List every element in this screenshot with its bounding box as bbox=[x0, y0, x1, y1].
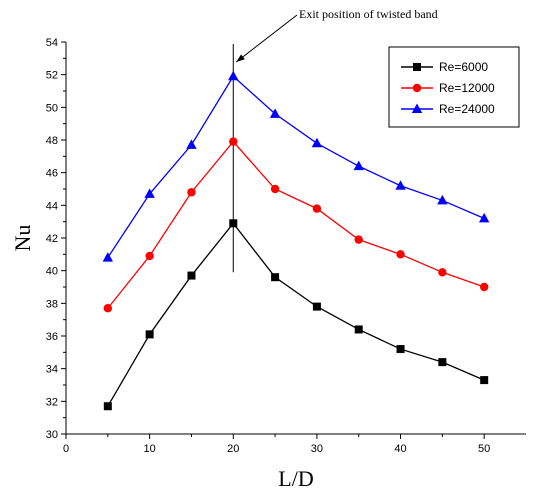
legend-box bbox=[388, 46, 520, 128]
data-point bbox=[144, 188, 155, 198]
y-tick-label: 46 bbox=[46, 168, 58, 180]
y-tick-label: 32 bbox=[46, 396, 58, 408]
y-tick-label: 42 bbox=[46, 233, 58, 245]
y-tick-label: 38 bbox=[46, 298, 58, 310]
series-1 bbox=[103, 137, 489, 313]
y-tick-label: 50 bbox=[46, 102, 58, 114]
data-point bbox=[479, 282, 489, 292]
data-point bbox=[271, 273, 280, 282]
data-point bbox=[353, 160, 364, 171]
legend-swatch-marker bbox=[412, 83, 422, 93]
data-point bbox=[270, 184, 280, 194]
x-tick-label: 0 bbox=[63, 443, 69, 455]
data-point bbox=[229, 137, 238, 146]
data-point bbox=[229, 219, 238, 228]
data-point bbox=[396, 250, 405, 259]
data-point bbox=[103, 304, 113, 313]
data-point bbox=[354, 325, 363, 334]
data-point bbox=[354, 235, 363, 244]
data-point bbox=[312, 204, 322, 213]
data-point bbox=[480, 376, 489, 385]
legend-swatch-marker bbox=[411, 103, 423, 113]
annotation-label: Exit position of twisted band bbox=[299, 7, 438, 21]
legend-label: Re=12000 bbox=[439, 81, 495, 95]
y-tick-label: 52 bbox=[46, 70, 58, 82]
x-tick-label: 10 bbox=[144, 443, 156, 455]
data-point bbox=[103, 402, 112, 411]
x-axis-label: L/D bbox=[278, 466, 313, 491]
axis-ticks: 0 10 20 30 40 50 30 32 34 36 38 40 42 44 46 48 50 52 54 bbox=[46, 37, 491, 455]
x-tick-label: 40 bbox=[394, 443, 406, 455]
y-tick-label: 30 bbox=[46, 429, 58, 441]
data-point bbox=[186, 139, 197, 149]
series-0 bbox=[103, 219, 489, 411]
data-point bbox=[478, 212, 490, 223]
data-point bbox=[145, 330, 154, 339]
legend-label: Re=6000 bbox=[439, 60, 488, 74]
data-point bbox=[228, 70, 239, 81]
x-tick-label: 20 bbox=[227, 443, 239, 455]
series-line bbox=[107, 222, 485, 407]
series-layer bbox=[102, 70, 490, 411]
annotation-arrow-head bbox=[236, 54, 245, 62]
series-2 bbox=[102, 70, 490, 262]
legend: Re=6000 Re=12000 Re=24000 bbox=[388, 46, 520, 128]
data-point bbox=[102, 252, 114, 262]
data-point bbox=[269, 108, 281, 118]
x-tick-label: 50 bbox=[478, 443, 490, 455]
data-point bbox=[437, 194, 448, 205]
data-point bbox=[145, 251, 154, 261]
data-point bbox=[187, 271, 196, 280]
legend-swatch-marker bbox=[413, 63, 421, 71]
x-tick-label: 30 bbox=[311, 443, 323, 455]
y-tick-label: 54 bbox=[46, 37, 58, 49]
series-line bbox=[107, 75, 485, 258]
y-tick-label: 34 bbox=[46, 364, 58, 376]
y-tick-label: 48 bbox=[46, 135, 58, 147]
y-tick-label: 44 bbox=[46, 200, 58, 212]
data-point bbox=[438, 358, 447, 367]
annotation-arrow bbox=[235, 14, 298, 63]
series-line bbox=[107, 140, 485, 309]
y-axis-label: Nu bbox=[10, 225, 35, 252]
annotation-arrow-shaft bbox=[235, 14, 298, 63]
data-point bbox=[187, 188, 196, 197]
data-point bbox=[396, 345, 405, 354]
y-tick-label: 40 bbox=[46, 266, 58, 278]
legend-label: Re=24000 bbox=[439, 102, 495, 116]
data-point bbox=[438, 268, 447, 277]
data-point bbox=[395, 180, 406, 190]
y-tick-label: 36 bbox=[46, 331, 58, 343]
data-point bbox=[311, 137, 323, 148]
data-point bbox=[312, 302, 321, 311]
